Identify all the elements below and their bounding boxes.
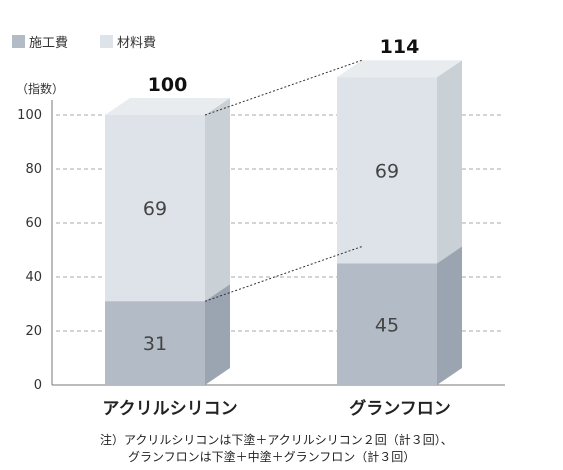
footnote-line-2: グランフロンは下塗＋中塗＋グランフロン（計３回） [128,449,415,464]
legend: 施工費 材料費 [12,35,156,51]
y-tick-label-80: 80 [25,162,42,177]
bar-side-granflon-material-cost [437,60,462,264]
total-label-granflon: 114 [380,36,420,58]
bars [105,59,462,385]
bar-granflon-labor-cost [337,263,437,385]
bar-side-acrylic-silicone-labor-cost [205,284,230,385]
y-tick-label-40: 40 [25,270,42,285]
bar-side-granflon-labor-cost [437,246,462,385]
bar-acrylic-silicone-material-cost [105,115,205,302]
data-labels: 31 69 100 45 69 114 [143,36,419,355]
y-unit-label: （指数） [16,81,64,96]
y-tick-label-60: 60 [25,216,42,231]
data-label-acrylic-silicone-material-cost: 69 [143,198,167,220]
legend-label-material: 材料費 [117,36,156,51]
y-tick-label-100: 100 [17,108,42,123]
bar-top-granflon-material-cost [337,60,462,78]
y-tick-labels: 0 20 40 60 80 100 [17,108,42,393]
total-label-acrylic-silicone: 100 [148,74,188,96]
category-label-granflon: グランフロン [349,398,451,419]
y-tick-label-20: 20 [25,324,42,339]
y-tick-label-0: 0 [34,378,42,393]
category-label-acrylic-silicone: アクリルシリコン [102,399,237,419]
footnote-line-1: 注）アクリルシリコンは下塗＋アクリルシリコン２回（計３回）、 [100,432,453,447]
legend-swatch-material [100,35,113,48]
legend-label-labor: 施工費 [29,36,68,51]
legend-swatch-labor [12,35,25,48]
bar-granflon-material-cost [337,77,437,264]
data-label-granflon-labor-cost: 45 [375,314,399,336]
bar-top-acrylic-silicone-material-cost [105,98,230,115]
data-label-acrylic-silicone-labor-cost: 31 [143,333,167,355]
bar-side-acrylic-silicone-material-cost [205,98,230,302]
bar-acrylic-silicone-labor-cost [105,301,205,385]
data-label-granflon-material-cost: 69 [375,160,399,182]
